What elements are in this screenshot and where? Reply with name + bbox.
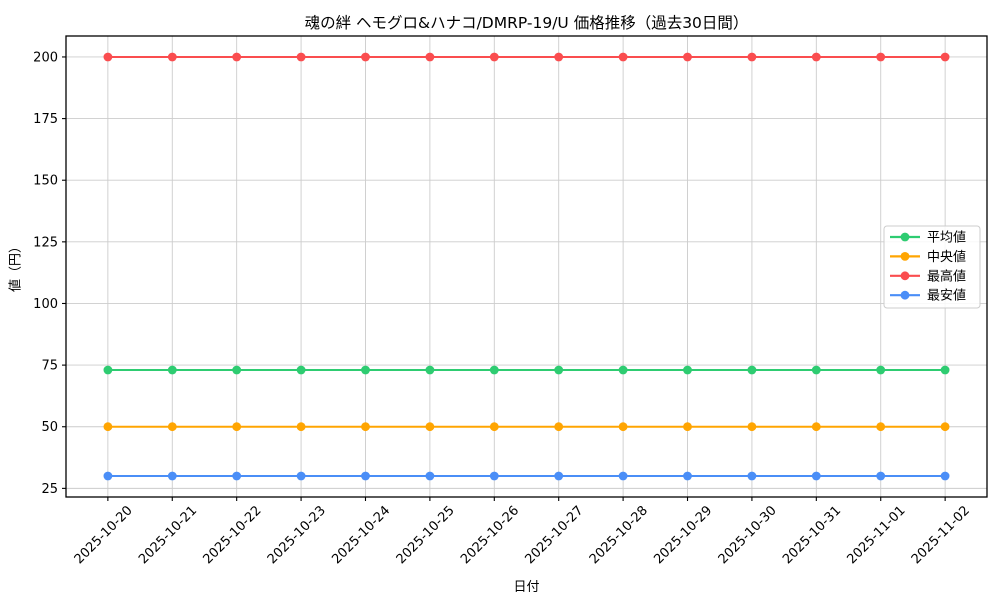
data-point-marker [618, 471, 628, 481]
legend-item: 最安値 [890, 288, 966, 304]
data-point-marker [489, 365, 499, 375]
y-tick-label: 150 [33, 174, 58, 189]
x-tick-label: 2025-10-23 [265, 503, 329, 567]
data-point-marker [296, 422, 306, 432]
x-tick-label: 2025-10-28 [587, 503, 651, 567]
legend-sample-marker [900, 232, 910, 242]
legend-item: 最高値 [890, 268, 966, 284]
data-point-marker [554, 365, 564, 375]
data-point-marker [103, 471, 113, 481]
y-tick-label: 100 [33, 297, 58, 312]
legend-item: 中央値 [890, 249, 966, 265]
data-point-marker [554, 52, 564, 62]
data-point-marker [747, 422, 757, 432]
x-tick-label: 2025-10-26 [458, 503, 522, 567]
data-point-marker [361, 52, 370, 62]
legend-item: 平均値 [890, 230, 966, 246]
data-point-marker [489, 422, 499, 432]
data-point-marker [683, 471, 692, 481]
axes-frame [65, 35, 988, 498]
data-point-marker [554, 422, 564, 432]
legend-item-label: 最高値 [927, 268, 966, 284]
data-point-marker [167, 52, 177, 62]
chart-title: 魂の絆 ヘモグロ&ハナコ/DMRP-19/U 価格推移（過去30日間） [304, 14, 749, 32]
x-tick-label: 2025-10-29 [651, 503, 715, 567]
data-point-marker [425, 365, 435, 375]
data-point-marker [618, 422, 628, 432]
data-point-marker [232, 365, 242, 375]
legend-item-label: 平均値 [927, 230, 966, 246]
data-point-marker [103, 365, 113, 375]
data-point-marker [554, 471, 564, 481]
data-point-marker [232, 471, 242, 481]
x-tick-label: 2025-10-27 [522, 503, 586, 567]
legend-item-label: 中央値 [927, 249, 966, 265]
data-point-marker [683, 52, 692, 62]
data-point-marker [876, 422, 886, 432]
data-point-marker [811, 471, 821, 481]
data-point-marker [747, 365, 757, 375]
data-point-marker [876, 52, 886, 62]
y-tick-label: 25 [41, 482, 58, 497]
legend-sample-marker [900, 271, 910, 281]
data-point-marker [811, 365, 821, 375]
x-tick-label: 2025-10-25 [394, 503, 458, 567]
y-tick-label: 200 [33, 50, 58, 65]
data-point-marker [747, 52, 757, 62]
data-point-marker [876, 471, 886, 481]
data-point-marker [425, 422, 435, 432]
x-tick-label: 2025-10-30 [716, 503, 780, 567]
data-point-marker [747, 471, 757, 481]
data-point-marker [361, 422, 370, 432]
x-tick-label: 2025-11-02 [909, 503, 973, 567]
y-axis-label: 値（円） [8, 239, 24, 293]
data-point-marker [232, 52, 242, 62]
data-point-marker [103, 422, 113, 432]
data-point-marker [940, 422, 950, 432]
y-tick-label: 75 [41, 359, 58, 374]
legend-sample-marker [900, 290, 910, 300]
x-axis-label: 日付 [513, 580, 540, 595]
data-point-marker [425, 471, 435, 481]
data-point-marker [103, 52, 113, 62]
data-point-marker [940, 52, 950, 62]
data-point-marker [811, 52, 821, 62]
data-point-marker [940, 365, 950, 375]
x-tick-label: 2025-10-22 [200, 503, 264, 567]
y-tick-label: 50 [41, 420, 58, 435]
y-tick-label: 125 [33, 235, 58, 250]
data-point-marker [361, 471, 370, 481]
legend-sample-marker [900, 252, 910, 261]
data-point-marker [296, 471, 306, 481]
data-point-marker [940, 471, 950, 481]
data-point-marker [683, 422, 692, 432]
data-point-marker [876, 365, 886, 375]
data-point-marker [489, 52, 499, 62]
x-tick-label: 2025-10-20 [72, 503, 136, 567]
legend-item-label: 最安値 [927, 288, 966, 304]
x-tick-label: 2025-10-31 [780, 503, 844, 567]
data-point-marker [811, 422, 821, 432]
data-point-marker [425, 52, 435, 62]
data-point-marker [232, 422, 242, 432]
data-point-marker [618, 52, 628, 62]
x-tick-label: 2025-10-24 [329, 503, 393, 567]
x-tick-label: 2025-11-01 [844, 503, 908, 567]
data-point-marker [167, 471, 177, 481]
data-point-marker [489, 471, 499, 481]
data-point-marker [361, 365, 370, 375]
data-point-marker [296, 52, 306, 62]
data-point-marker [167, 422, 177, 432]
data-point-marker [296, 365, 306, 375]
legend-box [883, 225, 981, 309]
x-tick-label: 2025-10-21 [136, 503, 200, 567]
data-point-marker [683, 365, 692, 375]
data-point-marker [167, 365, 177, 375]
y-tick-label: 175 [33, 112, 58, 127]
data-point-marker [618, 365, 628, 375]
